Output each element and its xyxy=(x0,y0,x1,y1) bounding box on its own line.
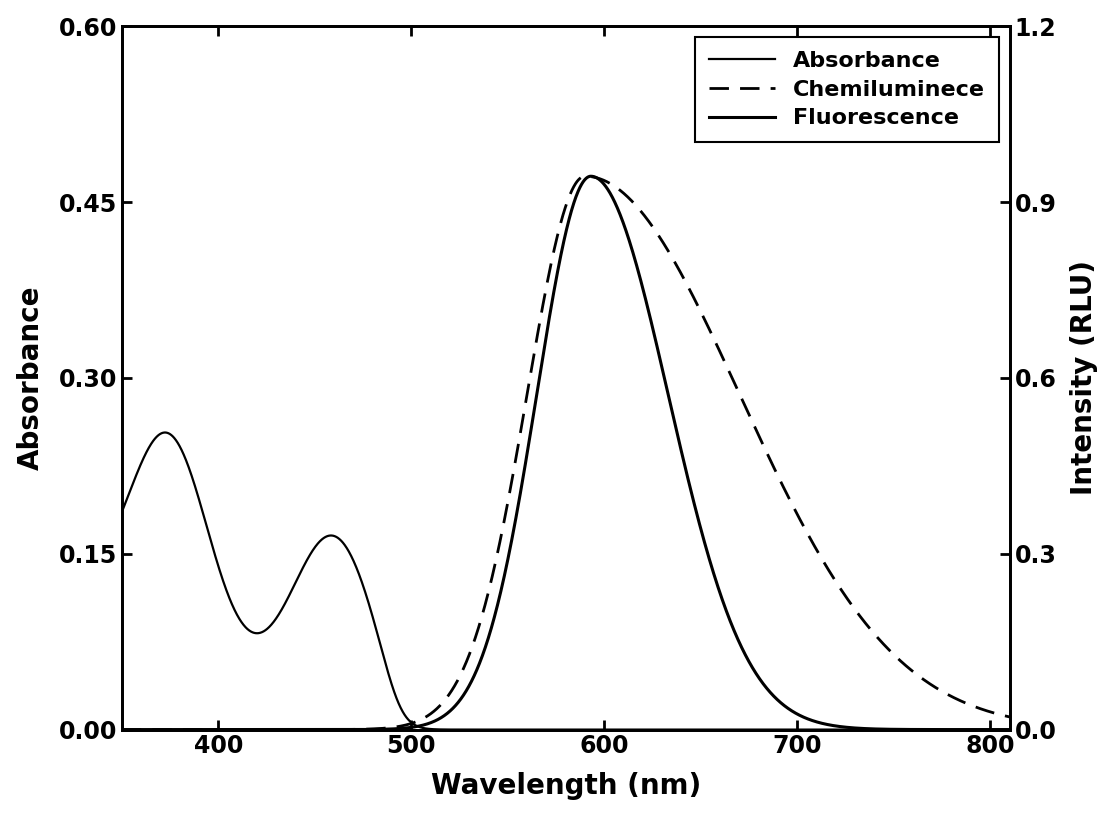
Chemiluminece xyxy=(986,708,999,717)
Absorbance xyxy=(986,725,999,734)
Fluorescence xyxy=(494,587,507,596)
Absorbance xyxy=(270,614,283,623)
Absorbance xyxy=(1004,725,1017,734)
Absorbance xyxy=(216,577,230,587)
Chemiluminece xyxy=(456,666,469,676)
Chemiluminece xyxy=(1004,712,1017,722)
Chemiluminece xyxy=(115,725,128,734)
Fluorescence xyxy=(115,725,128,734)
Chemiluminece xyxy=(890,653,903,663)
Chemiluminece xyxy=(269,725,282,734)
X-axis label: Wavelength (nm): Wavelength (nm) xyxy=(430,772,701,801)
Legend: Absorbance, Chemiluminece, Fluorescence: Absorbance, Chemiluminece, Fluorescence xyxy=(696,38,999,141)
Fluorescence xyxy=(986,725,999,734)
Absorbance xyxy=(890,725,903,734)
Chemiluminece xyxy=(494,533,507,542)
Line: Absorbance: Absorbance xyxy=(122,432,1010,730)
Absorbance xyxy=(115,507,128,517)
Line: Chemiluminece: Chemiluminece xyxy=(122,176,1010,730)
Fluorescence xyxy=(584,172,598,181)
Y-axis label: Absorbance: Absorbance xyxy=(17,286,45,470)
Chemiluminece xyxy=(216,725,230,734)
Fluorescence xyxy=(890,725,903,734)
Fluorescence xyxy=(216,725,230,734)
Fluorescence xyxy=(456,692,469,702)
Chemiluminece xyxy=(579,172,592,181)
Y-axis label: Intensity (RLU): Intensity (RLU) xyxy=(1070,261,1098,495)
Absorbance xyxy=(158,427,172,437)
Fluorescence xyxy=(269,725,282,734)
Absorbance xyxy=(456,725,469,734)
Line: Fluorescence: Fluorescence xyxy=(122,176,1010,730)
Absorbance xyxy=(494,725,507,734)
Fluorescence xyxy=(1004,725,1017,734)
